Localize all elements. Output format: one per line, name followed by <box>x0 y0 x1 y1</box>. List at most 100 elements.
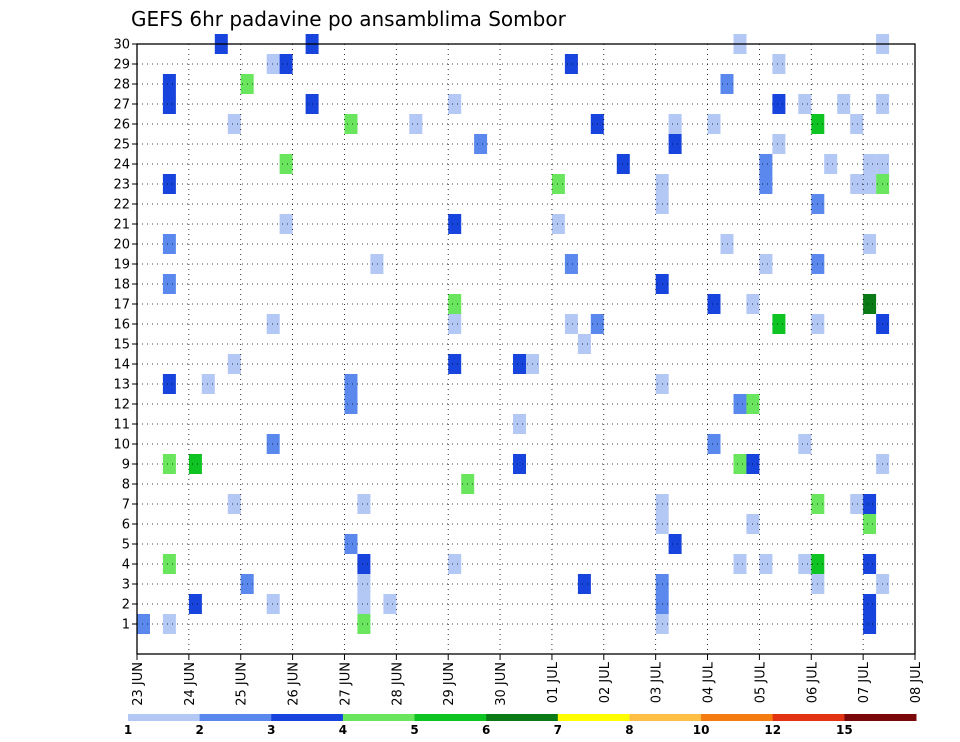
precip-cell <box>201 374 215 394</box>
precip-cell <box>577 334 591 354</box>
plot-frame <box>136 43 916 655</box>
x-tick-label: 30 JUN <box>494 662 509 706</box>
precip-cell <box>344 114 358 134</box>
precip-cell <box>707 114 721 134</box>
precip-cell <box>162 614 176 634</box>
precip-cell <box>824 154 838 174</box>
precip-cell <box>863 174 877 194</box>
colorbar-segment <box>629 714 702 721</box>
precip-cell <box>513 354 526 374</box>
precip-cell <box>668 114 682 134</box>
y-tick-label: 8 <box>122 478 130 493</box>
precip-cell <box>137 614 150 634</box>
precip-cell <box>850 174 864 194</box>
precip-cell <box>772 54 786 74</box>
colorbar-label: 12 <box>764 723 781 737</box>
y-tick-label: 28 <box>113 78 130 93</box>
precip-cell <box>162 234 176 254</box>
y-tick-label: 7 <box>122 498 130 513</box>
precip-cell <box>357 574 371 594</box>
y-tick-label: 19 <box>113 258 130 273</box>
y-tick-label: 14 <box>113 358 130 373</box>
precip-cell <box>668 134 682 154</box>
y-tick-label: 3 <box>122 578 130 593</box>
precip-cell <box>759 254 773 274</box>
y-tick-label: 10 <box>113 438 130 453</box>
precip-cell <box>513 414 526 434</box>
precip-cell <box>772 134 786 154</box>
precip-cell <box>357 594 371 614</box>
precip-cell <box>474 134 488 154</box>
precip-cell <box>668 534 682 554</box>
precip-cell <box>357 614 371 634</box>
precip-cell <box>863 494 877 514</box>
colorbar-segment <box>701 714 774 721</box>
precip-cell <box>409 114 423 134</box>
precip-cell <box>162 174 176 194</box>
precip-cell <box>772 314 786 334</box>
precip-cell <box>448 314 462 334</box>
precip-cell <box>357 494 371 514</box>
precip-cell <box>863 514 877 534</box>
y-tick-label: 21 <box>113 218 130 233</box>
precip-cell <box>162 94 176 114</box>
precip-cell <box>448 354 462 374</box>
y-tick-label: 5 <box>122 538 130 553</box>
colorbar-segment <box>128 714 201 721</box>
y-tick-label: 13 <box>113 378 130 393</box>
dotted-grid <box>137 43 915 654</box>
y-tick-label: 29 <box>113 58 130 73</box>
precip-cell <box>266 594 280 614</box>
colorbar-label: 7 <box>554 723 562 737</box>
y-tick-label: 17 <box>113 298 130 313</box>
precip-cell <box>564 254 578 274</box>
y-tick-label: 26 <box>113 118 130 133</box>
precip-cell <box>733 394 747 414</box>
x-axis: 23 JUN 24 JUN 25 JUN 26 JUN 27 JUN 28 JUN 29 J… <box>131 654 924 706</box>
precip-cell <box>344 534 358 554</box>
colorbar-segment <box>199 714 272 721</box>
colorbar-segment <box>271 714 344 721</box>
precip-cell <box>344 394 358 414</box>
x-tick-label: 23 JUN <box>131 662 146 706</box>
y-tick-label: 20 <box>113 238 130 253</box>
x-tick-label: 06 JUL <box>805 661 820 703</box>
x-tick-label: 02 JUL <box>598 661 613 703</box>
precip-cell <box>370 254 384 274</box>
precip-cell <box>733 454 747 474</box>
y-tick-label: 4 <box>122 558 130 573</box>
y-tick-label: 1 <box>122 618 130 633</box>
precip-cell <box>266 434 280 454</box>
precip-cell <box>850 114 864 134</box>
x-tick-label: 24 JUN <box>183 662 198 706</box>
colorbar-label: 5 <box>410 723 418 737</box>
precip-cell <box>266 314 280 334</box>
x-tick-label: 25 JUN <box>235 662 250 706</box>
precip-cell <box>707 434 721 454</box>
precip-cell <box>707 294 721 314</box>
x-tick-label: 05 JUL <box>753 661 768 703</box>
precip-cell <box>798 554 812 574</box>
precip-cell <box>448 94 462 114</box>
y-tick-label: 23 <box>113 178 130 193</box>
y-tick-label: 24 <box>113 158 130 173</box>
precip-cell <box>759 554 773 574</box>
y-tick-label: 6 <box>122 518 130 533</box>
precip-cell <box>551 174 565 194</box>
x-tick-label: 26 JUN <box>287 662 302 706</box>
precip-cell <box>357 554 371 574</box>
colorbar-label: 3 <box>267 723 275 737</box>
precip-cell <box>383 594 397 614</box>
colorbar-segment <box>486 714 559 721</box>
x-tick-label: 04 JUL <box>702 661 717 703</box>
colorbar-label: 8 <box>625 723 633 737</box>
precip-cell <box>188 454 202 474</box>
precip-cell <box>162 374 176 394</box>
colorbar-label: 1 <box>124 723 132 737</box>
x-tick-label: 07 JUL <box>857 661 872 703</box>
precip-cell <box>863 234 877 254</box>
y-axis: 1234567891011121314151617181920212223242… <box>113 38 137 633</box>
precip-cell <box>279 154 293 174</box>
precip-cell <box>564 314 578 334</box>
